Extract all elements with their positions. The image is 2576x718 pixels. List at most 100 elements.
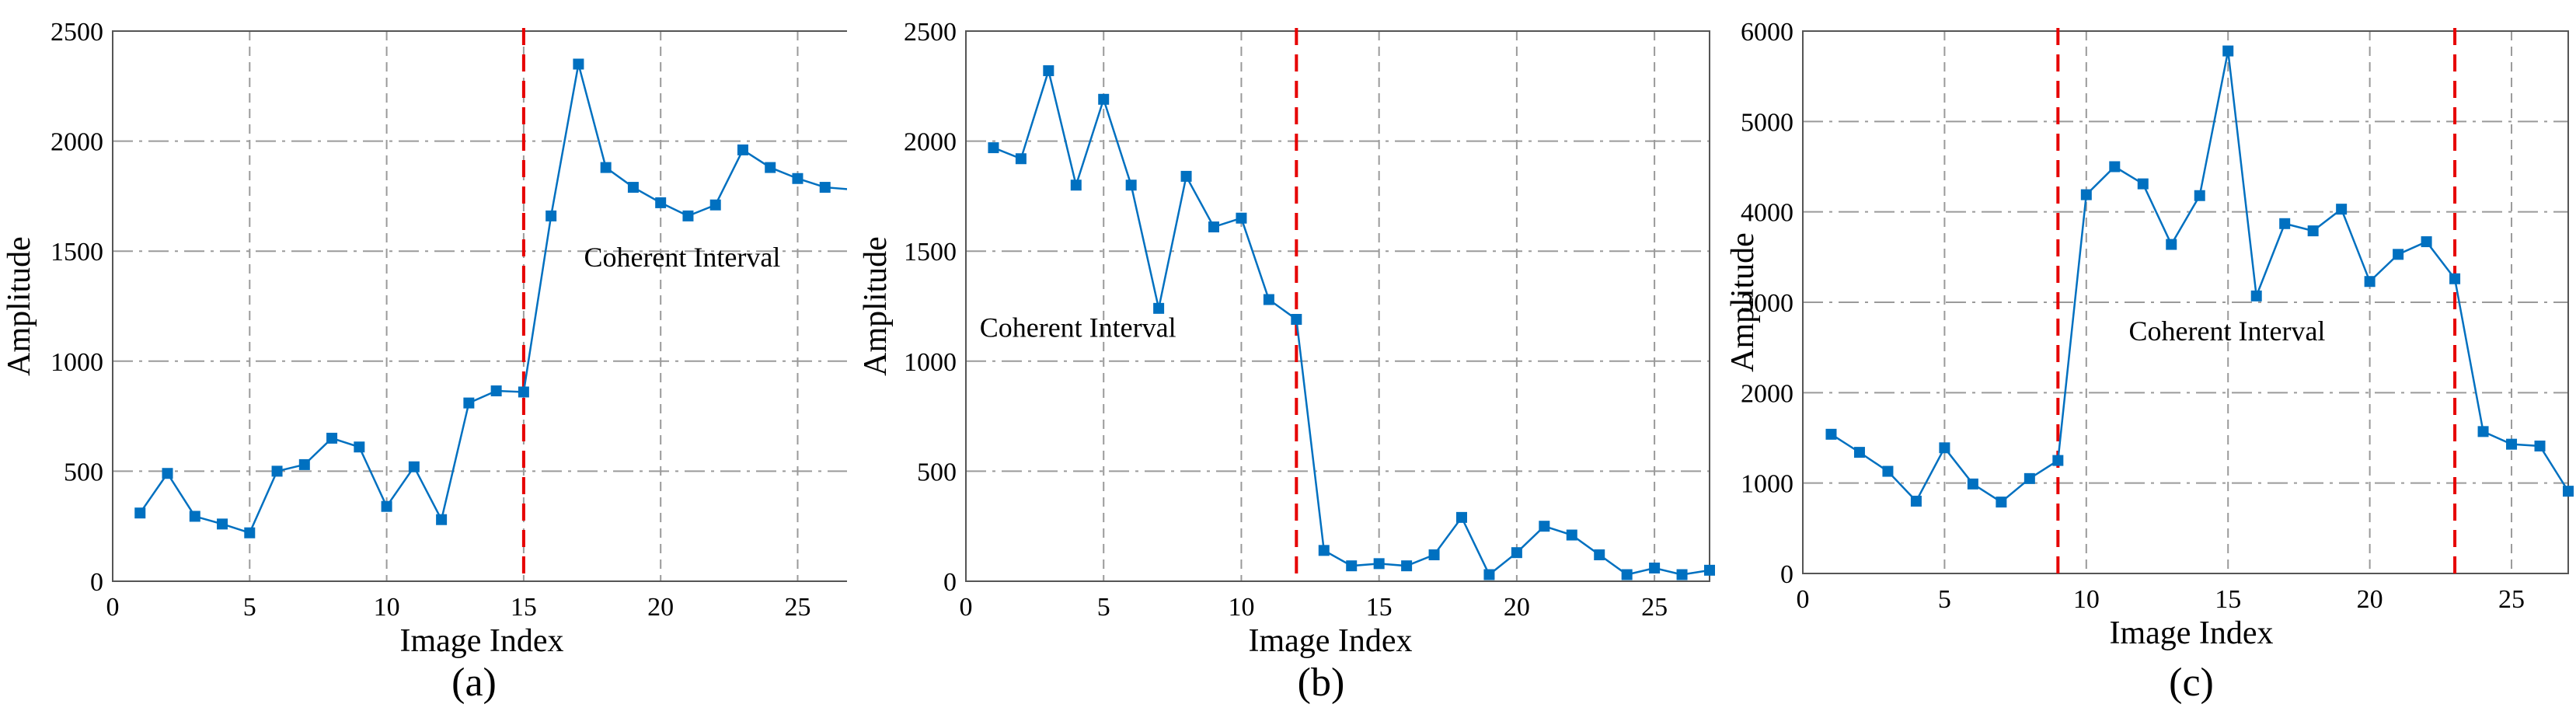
data-point — [737, 144, 748, 155]
data-point — [546, 210, 557, 221]
data-point — [1649, 563, 1661, 574]
chart-b: 0 5 10 15 20 25 0 500 1000 1500 2000 2500 Image Inde… — [858, 18, 1715, 705]
y-tick-label: 0 — [943, 568, 957, 597]
plot-frame — [965, 30, 1710, 582]
y-tick-label: 2000 — [51, 128, 103, 157]
data-point — [2166, 239, 2177, 250]
x-tick-label: 10 — [2073, 585, 2100, 614]
data-point — [189, 511, 200, 522]
data-point — [765, 162, 776, 173]
x-tick-label: 5 — [1097, 593, 1110, 622]
data-point — [1853, 447, 1865, 458]
x-tick-label: 10 — [1228, 593, 1254, 622]
x-tick-label: 15 — [2215, 585, 2241, 614]
y-tick-label: 1500 — [904, 238, 957, 267]
y-tick-label: 500 — [917, 458, 957, 486]
plot-frame — [1802, 30, 2569, 574]
y-axis-label: Amplitude — [858, 236, 894, 376]
y-tick-label: 500 — [64, 458, 103, 486]
data-point — [244, 527, 256, 538]
data-point — [2477, 426, 2489, 437]
y-tick-label: 3000 — [1741, 289, 1793, 318]
y-tick-label: 2500 — [904, 18, 957, 47]
data-point — [627, 182, 639, 193]
data-point — [1401, 560, 1413, 572]
data-point — [2024, 472, 2035, 484]
annotation-label: Coherent Interval — [2129, 315, 2326, 347]
data-point — [1208, 221, 1219, 233]
data-point — [1483, 569, 1495, 580]
annotation-label: Coherent Interval — [980, 312, 1176, 343]
caption-c: (c) — [2169, 660, 2214, 705]
data-point — [1676, 569, 1688, 580]
data-point — [1456, 511, 1467, 523]
y-tick-label: 5000 — [1741, 108, 1793, 137]
data-point — [1825, 428, 1837, 440]
data-point — [490, 385, 502, 397]
data-point — [1882, 465, 1894, 477]
x-tick-label: 25 — [1641, 593, 1668, 622]
data-point — [2279, 218, 2291, 229]
data-point — [2052, 455, 2064, 466]
data-point — [2222, 45, 2234, 57]
data-point — [792, 173, 803, 184]
y-tick-label: 0 — [1780, 560, 1793, 589]
data-point — [655, 197, 667, 208]
y-tick-label: 2000 — [1741, 379, 1793, 408]
data-point — [1153, 302, 1165, 314]
data-point — [271, 465, 283, 477]
x-axis-label: Image Index — [2109, 615, 2273, 651]
data-point — [2534, 440, 2546, 451]
data-point — [1373, 558, 1385, 570]
y-axis-label: Amplitude — [2, 236, 37, 376]
x-tick-label: 25 — [2498, 585, 2525, 614]
data-point — [2393, 249, 2404, 260]
x-tick-label: 0 — [960, 593, 973, 622]
data-point — [1910, 495, 1922, 507]
y-tick-label: 1000 — [904, 348, 957, 377]
data-point — [463, 397, 475, 409]
y-tick-label: 6000 — [1741, 18, 1793, 47]
data-point — [573, 58, 584, 70]
data-point — [2421, 236, 2432, 248]
x-tick-label: 20 — [1504, 593, 1530, 622]
data-point — [298, 458, 310, 470]
data-point — [709, 199, 721, 211]
x-tick-label: 25 — [784, 593, 810, 622]
data-point — [134, 507, 146, 519]
data-point — [1566, 529, 1577, 541]
data-point — [518, 386, 529, 398]
y-tick-label: 4000 — [1741, 199, 1793, 228]
chart-c: 0 5 10 15 20 25 0 1000 2000 3000 4000 5000 6000 Image… — [1725, 18, 2574, 705]
plot-area: 0 5 10 15 20 25 0 500 1000 1500 2000 2500 Image Inde… — [2, 18, 847, 659]
x-tick-label: 20 — [2357, 585, 2383, 614]
plot-frame — [112, 30, 847, 582]
y-tick-label: 0 — [90, 568, 103, 597]
data-point — [2194, 190, 2205, 201]
data-point — [1939, 442, 1950, 454]
data-point — [1263, 294, 1274, 305]
x-tick-label: 15 — [511, 593, 537, 622]
y-tick-label: 1000 — [51, 348, 103, 377]
plot-area: 0 5 10 15 20 25 0 1000 2000 3000 4000 5000 6000 Image… — [1725, 18, 2574, 651]
data-point — [436, 514, 448, 525]
data-point — [2250, 290, 2262, 301]
caption-b: (b) — [1298, 660, 1345, 705]
data-point — [1318, 545, 1330, 556]
data-point — [2109, 161, 2121, 173]
data-point — [1539, 521, 1550, 532]
data-point — [326, 432, 338, 444]
data-point — [2449, 273, 2461, 284]
data-point — [1236, 212, 1247, 224]
y-axis-label: Amplitude — [1725, 232, 1761, 372]
y-tick-label: 2000 — [904, 128, 957, 157]
data-point — [162, 468, 173, 479]
data-point — [1070, 180, 1082, 191]
data-point — [1180, 170, 1192, 182]
data-point — [1098, 93, 1110, 105]
data-point — [1594, 549, 1605, 561]
data-point — [2364, 276, 2376, 288]
data-point — [2307, 225, 2319, 237]
x-axis-label: Image Index — [1248, 623, 1412, 659]
x-tick-label: 20 — [647, 593, 674, 622]
